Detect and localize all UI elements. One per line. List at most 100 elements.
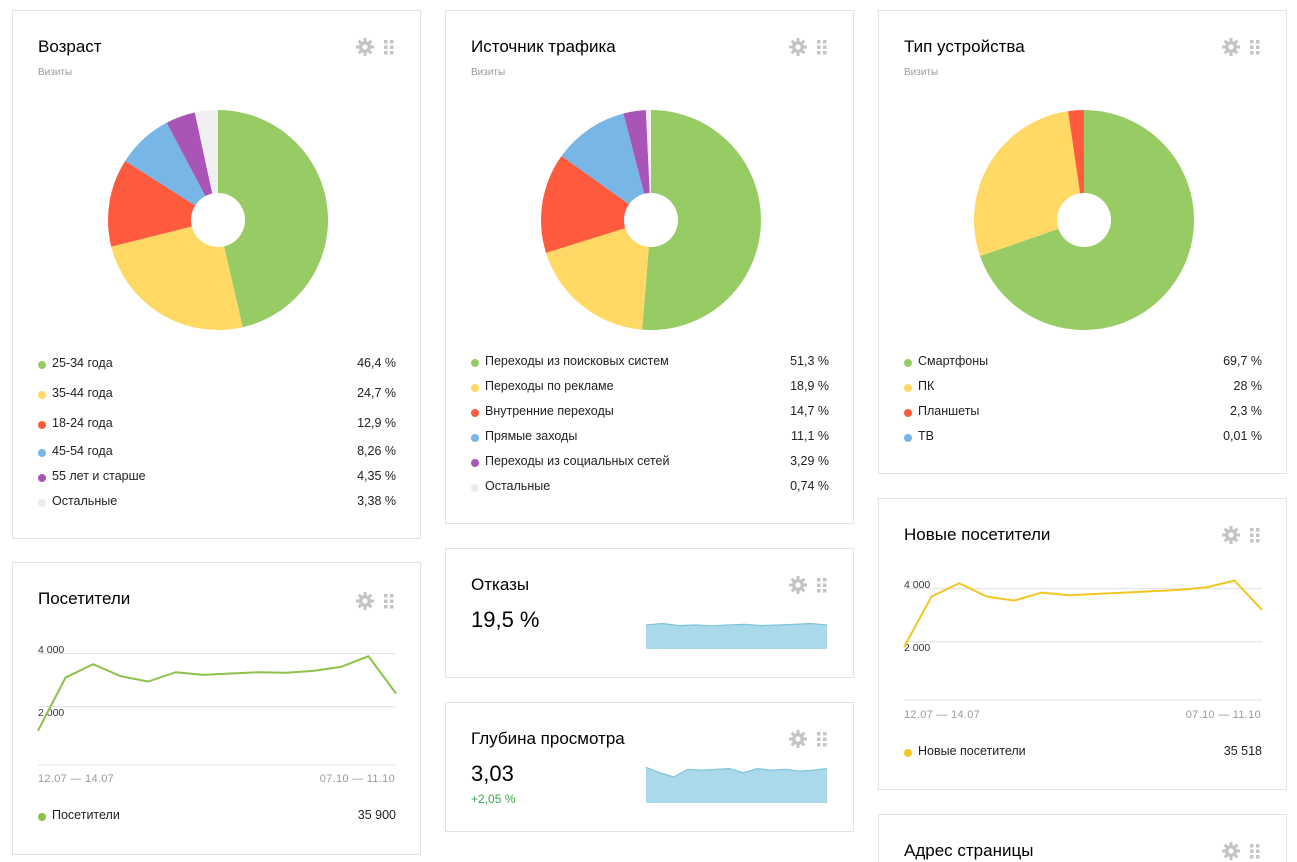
legend-value: 46,4 % — [357, 356, 396, 370]
gear-icon[interactable] — [1221, 37, 1241, 57]
card-title: Тип устройства — [904, 37, 1025, 56]
legend-item[interactable]: Переходы из социальных сетей 3,29 % — [471, 454, 829, 472]
depth-delta: +2,05 % — [471, 792, 516, 806]
legend-item[interactable]: Остальные 0,74 % — [471, 479, 829, 497]
legend-value: 4,35 % — [357, 469, 396, 483]
pie-slice[interactable] — [108, 161, 218, 247]
legend-value: 35 900 — [357, 808, 396, 822]
drag-handle-icon[interactable] — [383, 593, 395, 609]
drag-handle-icon[interactable] — [816, 39, 828, 55]
page-address-card: Адрес страницы — [878, 814, 1287, 862]
legend-value: 14,7 % — [790, 404, 829, 418]
pie-slice[interactable] — [645, 110, 651, 220]
bounce-value: 19,5 % — [471, 607, 540, 632]
pie-center-hole — [191, 193, 245, 247]
legend-item[interactable]: Посетители 35 900 — [38, 808, 396, 826]
depth-card: Глубина просмотра 3,03 +2,05 % — [445, 702, 854, 832]
legend-item[interactable]: Переходы по рекламе 18,9 % — [471, 379, 829, 397]
age-legend: 25-34 года 46,4 % 35-44 года 24,7 % 18-24 го… — [38, 356, 396, 516]
legend-item[interactable]: Смартфоны 69,7 % — [904, 354, 1262, 372]
drag-handle-icon[interactable] — [1249, 527, 1261, 543]
pie-slice[interactable] — [642, 110, 762, 330]
legend-value: 0,74 % — [790, 479, 829, 493]
legend-dot — [38, 474, 46, 482]
gear-icon[interactable] — [788, 729, 808, 749]
legend-item[interactable]: 45-54 года 8,26 % — [38, 444, 396, 462]
gear-icon[interactable] — [355, 591, 375, 611]
legend-dot — [38, 361, 46, 369]
gear-icon[interactable] — [788, 575, 808, 595]
legend-item[interactable]: 25-34 года 46,4 % — [38, 356, 396, 374]
pie-slice[interactable] — [218, 110, 328, 328]
legend-value: 3,38 % — [357, 494, 396, 508]
drag-handle-icon[interactable] — [383, 39, 395, 55]
sparkline-area — [646, 767, 827, 803]
pie-slice[interactable] — [111, 220, 243, 330]
legend-item[interactable]: Переходы из поисковых систем 51,3 % — [471, 354, 829, 372]
legend-item[interactable]: ПК 28 % — [904, 379, 1262, 397]
legend-dot — [471, 459, 479, 467]
card-title: Возраст — [38, 37, 102, 56]
series-line[interactable] — [37, 655, 397, 732]
legend-value: 11,1 % — [791, 429, 829, 443]
pie-slice[interactable] — [541, 156, 651, 253]
date-start-label: 12.07 — 14.07 — [38, 773, 115, 785]
legend-dot — [38, 449, 46, 457]
date-end-label: 07.10 — 11.10 — [319, 773, 395, 785]
new-visitors-legend: Новые посетители 35 518 — [904, 744, 1262, 764]
drag-handle-icon[interactable] — [1249, 39, 1261, 55]
card-title: Посетители — [38, 589, 131, 608]
legend-item[interactable]: Остальные 3,38 % — [38, 494, 396, 512]
gear-icon[interactable] — [355, 37, 375, 57]
legend-label: 55 лет и старше — [52, 469, 146, 483]
pie-slice[interactable] — [561, 113, 651, 220]
legend-label: 18-24 года — [52, 416, 113, 430]
bounce-sparkline — [645, 622, 828, 649]
legend-item[interactable]: Новые посетители 35 518 — [904, 744, 1262, 762]
drag-handle-icon[interactable] — [1249, 843, 1261, 859]
pie-slice[interactable] — [125, 122, 218, 220]
pie-slice[interactable] — [546, 220, 651, 330]
legend-item[interactable]: 35-44 года 24,7 % — [38, 386, 396, 404]
legend-label: 25-34 года — [52, 356, 113, 370]
visitors-legend: Посетители 35 900 — [38, 808, 396, 828]
legend-label: Новые посетители — [918, 744, 1026, 758]
gear-icon[interactable] — [1221, 525, 1241, 545]
traffic-pie-chart — [541, 110, 762, 330]
age-pie-chart — [108, 110, 328, 330]
card-title: Глубина просмотра — [471, 729, 625, 748]
series-line[interactable] — [903, 579, 1263, 648]
legend-label: ТВ — [918, 429, 934, 443]
legend-dot — [904, 384, 912, 392]
legend-item[interactable]: Прямые заходы 11,1 % — [471, 429, 829, 447]
gear-icon[interactable] — [788, 37, 808, 57]
date-start-label: 12.07 — 14.07 — [904, 709, 981, 721]
drag-handle-icon[interactable] — [816, 577, 828, 593]
y-tick-label: 4 000 — [38, 644, 65, 656]
pie-slice[interactable] — [1068, 110, 1084, 220]
card-title: Источник трафика — [471, 37, 616, 56]
legend-value: 8,26 % — [357, 444, 396, 458]
legend-item[interactable]: ТВ 0,01 % — [904, 429, 1262, 447]
legend-item[interactable]: Внутренние переходы 14,7 % — [471, 404, 829, 422]
gear-icon[interactable] — [1221, 841, 1241, 861]
legend-label: 45-54 года — [52, 444, 113, 458]
legend-item[interactable]: Планшеты 2,3 % — [904, 404, 1262, 422]
drag-handle-icon[interactable] — [816, 731, 828, 747]
sparkline-line — [645, 622, 828, 627]
pie-slice[interactable] — [623, 110, 651, 220]
depth-value: 3,03 — [471, 761, 514, 786]
pie-slice[interactable] — [194, 110, 218, 220]
legend-label: Переходы по рекламе — [485, 379, 614, 393]
legend-dot — [38, 391, 46, 399]
y-tick-label: 2 000 — [904, 642, 931, 654]
legend-item[interactable]: 18-24 года 12,9 % — [38, 416, 396, 434]
device-card: Тип устройства Визиты Смартфоны 69,7 % ПК 2… — [878, 10, 1287, 474]
legend-dot — [471, 434, 479, 442]
legend-dot — [471, 384, 479, 392]
pie-slice[interactable] — [166, 112, 218, 220]
legend-dot — [38, 421, 46, 429]
legend-item[interactable]: 55 лет и старше 4,35 % — [38, 469, 396, 487]
pie-slice[interactable] — [974, 111, 1084, 257]
legend-label: Переходы из социальных сетей — [485, 454, 670, 468]
